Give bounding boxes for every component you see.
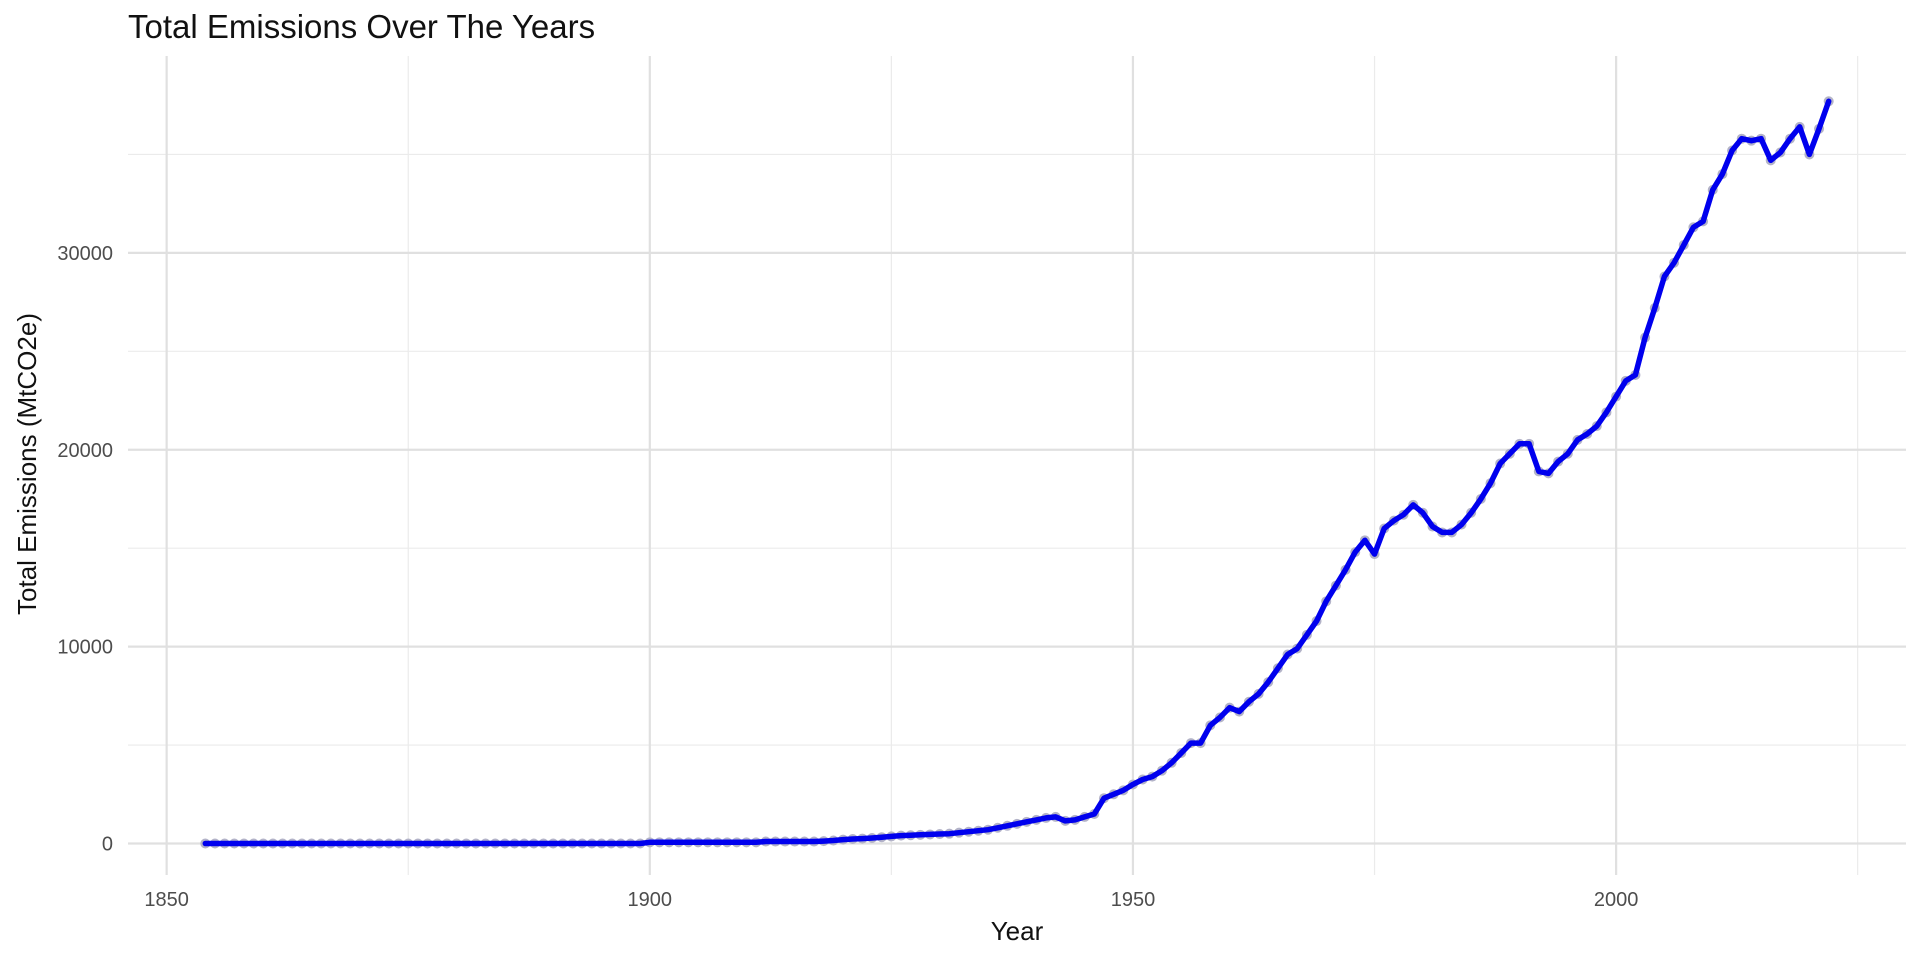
y-tick-label: 30000	[57, 243, 113, 265]
y-tick-label: 0	[102, 834, 113, 856]
x-axis-title: Year	[991, 916, 1044, 946]
series-layer	[200, 96, 1834, 849]
x-tick-label: 1950	[1111, 889, 1156, 911]
y-axis-ticks: 0 10000 20000 30000	[57, 243, 113, 856]
chart-title: Total Emissions Over The Years	[128, 8, 596, 45]
minor-gridlines	[128, 56, 1906, 875]
x-axis-ticks: 1850 1900 1950 2000	[144, 889, 1638, 911]
y-axis-title: Total Emissions (MtCO2e)	[12, 313, 42, 615]
y-tick-label: 10000	[57, 637, 113, 659]
x-tick-label: 2000	[1594, 889, 1639, 911]
x-tick-label: 1850	[144, 889, 189, 911]
y-tick-label: 20000	[57, 440, 113, 462]
x-tick-label: 1900	[628, 889, 673, 911]
series-line	[202, 98, 1832, 847]
major-gridlines	[128, 56, 1906, 875]
